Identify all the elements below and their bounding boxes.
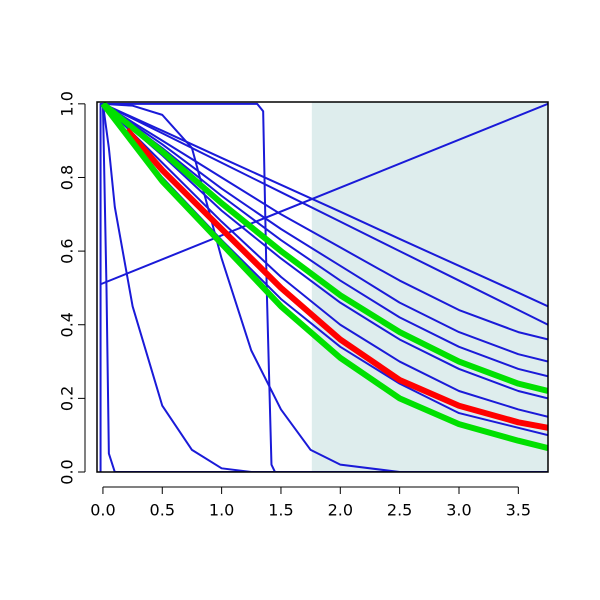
series-line: [102, 103, 548, 378]
plot-lines: [99, 102, 548, 472]
x-tick-label: 2.5: [387, 501, 412, 520]
x-tick-label: 0.0: [90, 501, 115, 520]
series-line: [99, 102, 548, 472]
x-tick-label: 2.0: [328, 501, 353, 520]
series-line: [102, 102, 548, 472]
x-tick-label: 3.5: [506, 501, 531, 520]
x-tick-label: 1.5: [268, 501, 293, 520]
series-line: [100, 102, 548, 451]
y-tick-label: 0.4: [58, 312, 77, 337]
series-line: [102, 102, 548, 326]
series-line: [124, 127, 548, 431]
series-line: [102, 103, 548, 400]
y-tick-label: 0.0: [58, 459, 77, 484]
series-line: [101, 103, 548, 472]
plot-frame: [96, 101, 549, 473]
shaded-region: [311, 102, 548, 472]
y-tick-label: 0.8: [58, 165, 77, 190]
series-line: [101, 102, 548, 394]
series-line: [100, 102, 548, 286]
y-tick-label: 0.2: [58, 386, 77, 411]
y-tick-label: 0.6: [58, 238, 77, 263]
series-line: [102, 102, 548, 341]
x-tick-label: 3.0: [446, 501, 471, 520]
y-tick-label: 1.0: [58, 91, 77, 116]
x-tick-label: 1.0: [209, 501, 234, 520]
series-line: [102, 102, 548, 308]
x-tick-label: 0.5: [150, 501, 175, 520]
series-line: [102, 103, 548, 363]
series-line: [102, 103, 548, 418]
